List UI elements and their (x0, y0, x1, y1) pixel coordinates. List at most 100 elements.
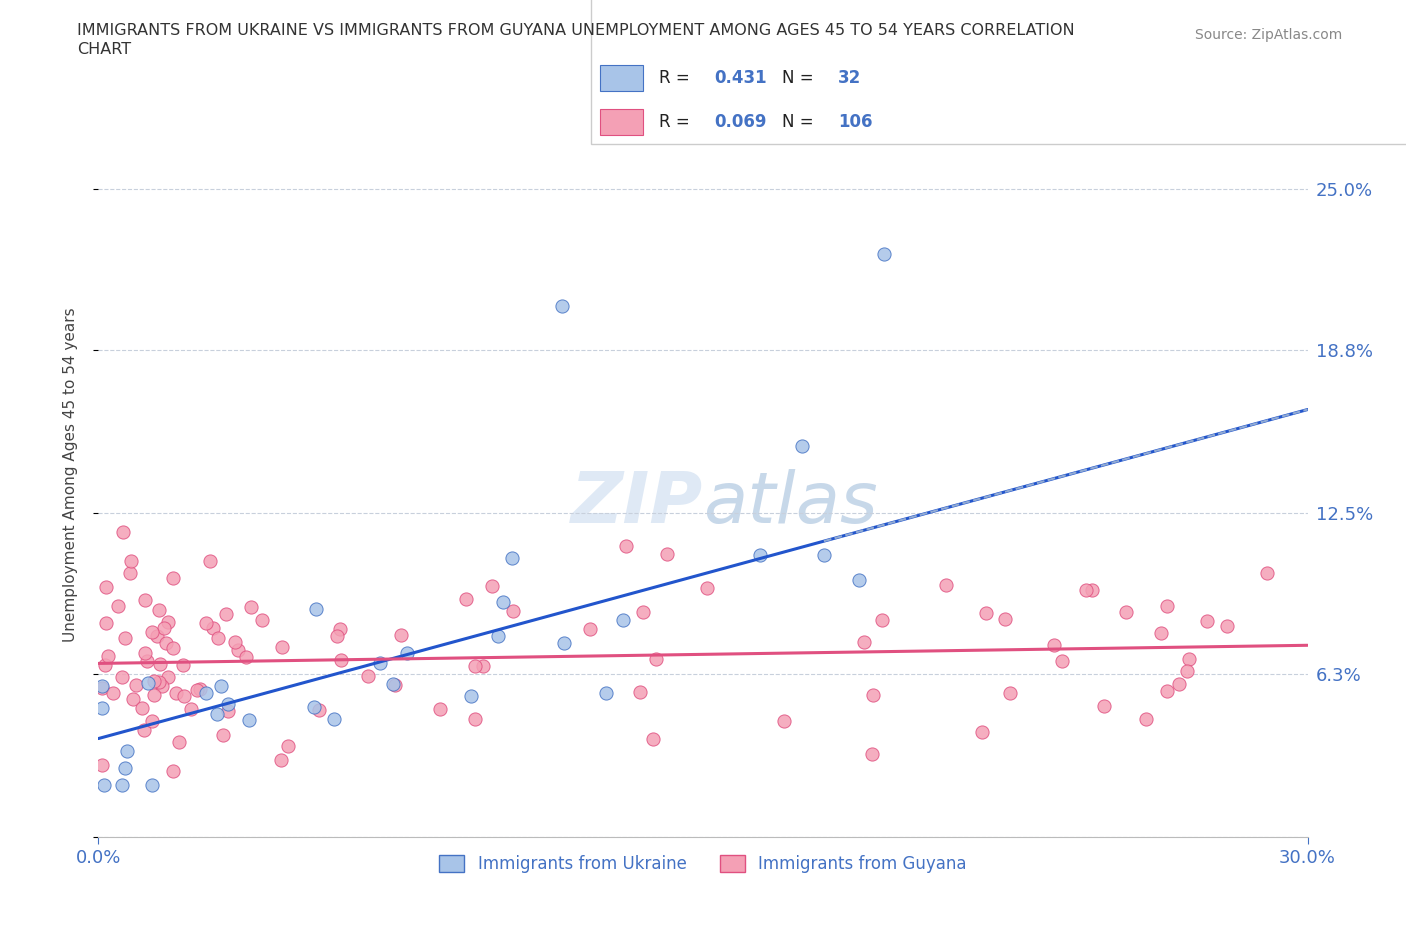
Point (873, 246, 896, 261)
Point (188, 682, 211, 697)
Point (121, 691, 143, 706)
Point (97, 648, 120, 663)
Point (115, 744, 138, 759)
Point (486, 629, 509, 644)
Point (131, 701, 153, 716)
FancyBboxPatch shape (591, 0, 1406, 144)
Point (91, 701, 114, 716)
Y-axis label: Unemployment Among Ages 45 to 54 years: Unemployment Among Ages 45 to 54 years (63, 307, 77, 642)
Point (1195, 614, 1218, 629)
Point (217, 704, 239, 719)
Point (101, 685, 124, 700)
Point (134, 645, 156, 660)
Point (389, 627, 412, 642)
Point (384, 678, 406, 693)
Point (215, 606, 238, 621)
Text: R =: R = (658, 113, 695, 131)
Point (118, 565, 141, 580)
Point (1216, 618, 1239, 633)
Text: 106: 106 (838, 113, 873, 131)
Point (93, 777, 115, 792)
Point (481, 578, 503, 593)
Point (862, 687, 884, 702)
Point (207, 631, 229, 645)
Point (157, 670, 180, 684)
Point (368, 656, 391, 671)
Point (111, 525, 134, 539)
Point (329, 653, 352, 668)
Point (172, 658, 194, 672)
Point (1135, 712, 1157, 727)
Point (853, 634, 876, 649)
Point (970, 724, 993, 739)
Point (252, 612, 274, 627)
Point (551, 299, 574, 313)
Point (162, 571, 184, 586)
Point (308, 703, 330, 718)
Point (114, 631, 136, 645)
Bar (600, 109, 643, 136)
Point (135, 653, 157, 668)
Point (326, 629, 349, 644)
Text: 0.431: 0.431 (714, 69, 766, 86)
Point (1150, 625, 1173, 640)
Text: 32: 32 (838, 69, 862, 86)
Point (226, 643, 249, 658)
Point (553, 636, 575, 651)
Point (148, 603, 170, 618)
Point (165, 685, 187, 700)
Point (162, 640, 184, 655)
Point (217, 697, 239, 711)
Point (235, 650, 257, 665)
Point (153, 620, 176, 635)
Point (471, 658, 494, 673)
Text: N =: N = (782, 113, 820, 131)
Point (429, 701, 451, 716)
Point (1256, 565, 1278, 580)
Point (749, 548, 772, 563)
Point (277, 739, 299, 754)
Point (145, 629, 167, 644)
Point (194, 685, 217, 700)
Point (974, 606, 997, 621)
Point (848, 572, 870, 587)
Point (860, 747, 883, 762)
Point (125, 677, 148, 692)
Point (91, 679, 114, 694)
Point (631, 604, 654, 619)
Point (323, 711, 346, 726)
Point (645, 652, 668, 667)
Point (595, 686, 617, 701)
Legend: Immigrants from Ukraine, Immigrants from Guyana: Immigrants from Ukraine, Immigrants from… (433, 848, 973, 880)
Point (134, 592, 156, 607)
Point (142, 687, 165, 702)
Point (1156, 598, 1178, 613)
Point (209, 678, 232, 693)
Point (212, 727, 235, 742)
Point (1115, 604, 1137, 619)
Point (205, 706, 228, 721)
Point (94, 658, 117, 672)
Point (641, 732, 664, 747)
Point (492, 594, 515, 609)
Point (381, 676, 404, 691)
Point (454, 591, 477, 606)
Point (180, 701, 202, 716)
Point (460, 689, 482, 704)
Point (94, 579, 117, 594)
Point (201, 620, 224, 635)
Point (167, 735, 190, 750)
Point (134, 723, 156, 737)
Point (155, 635, 177, 650)
Point (198, 553, 221, 568)
Point (238, 712, 260, 727)
Point (136, 676, 159, 691)
Text: atlas: atlas (703, 469, 877, 538)
Point (628, 684, 651, 699)
Point (994, 612, 1017, 627)
Point (1156, 684, 1178, 698)
Text: Source: ZipAtlas.com: Source: ZipAtlas.com (1195, 28, 1343, 42)
Point (107, 598, 129, 613)
Point (792, 438, 814, 453)
Point (616, 538, 638, 553)
